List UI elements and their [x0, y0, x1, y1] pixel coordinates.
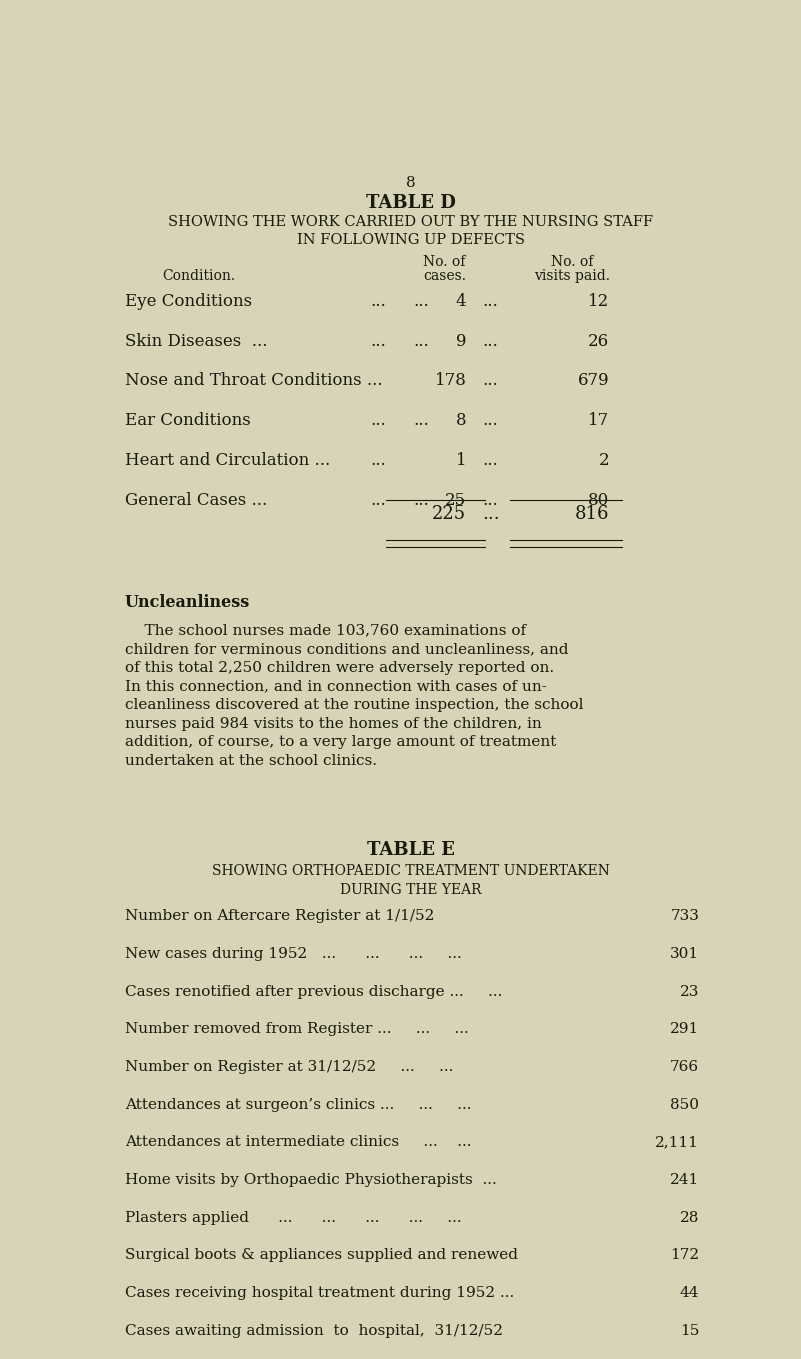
- Text: Number on Aftercare Register at 1/1/52: Number on Aftercare Register at 1/1/52: [125, 909, 434, 923]
- Text: 26: 26: [588, 333, 609, 349]
- Text: ...: ...: [370, 492, 386, 508]
- Text: DURING THE YEAR: DURING THE YEAR: [340, 883, 481, 897]
- Text: Plasters applied      ...      ...      ...      ...     ...: Plasters applied ... ... ... ... ...: [125, 1211, 461, 1224]
- Text: Cases awaiting admission  to  hospital,  31/12/52: Cases awaiting admission to hospital, 31…: [125, 1324, 503, 1337]
- Text: 733: 733: [670, 909, 699, 923]
- Text: SHOWING THE WORK CARRIED OUT BY THE NURSING STAFF: SHOWING THE WORK CARRIED OUT BY THE NURS…: [168, 215, 653, 230]
- Text: 291: 291: [670, 1022, 699, 1036]
- Text: 850: 850: [670, 1098, 699, 1112]
- Text: 25: 25: [445, 492, 466, 508]
- Text: 225: 225: [433, 506, 466, 523]
- Text: Attendances at intermediate clinics     ...    ...: Attendances at intermediate clinics ... …: [125, 1135, 472, 1150]
- Text: Condition.: Condition.: [162, 269, 235, 283]
- Text: 1: 1: [456, 453, 466, 469]
- Text: ...: ...: [370, 453, 386, 469]
- Text: Heart and Circulation ...: Heart and Circulation ...: [125, 453, 330, 469]
- Text: 241: 241: [670, 1173, 699, 1186]
- Text: 12: 12: [588, 292, 609, 310]
- Text: No. of: No. of: [551, 255, 593, 269]
- Text: 15: 15: [680, 1324, 699, 1337]
- Text: SHOWING ORTHOPAEDIC TREATMENT UNDERTAKEN: SHOWING ORTHOPAEDIC TREATMENT UNDERTAKEN: [211, 864, 610, 878]
- Text: 766: 766: [670, 1060, 699, 1074]
- Text: Cases renotified after previous discharge ...     ...: Cases renotified after previous discharg…: [125, 984, 502, 999]
- Text: ...: ...: [413, 333, 429, 349]
- Text: 178: 178: [434, 372, 466, 390]
- Text: Attendances at surgeon’s clinics ...     ...     ...: Attendances at surgeon’s clinics ... ...…: [125, 1098, 472, 1112]
- Text: ...: ...: [482, 292, 497, 310]
- Text: 23: 23: [680, 984, 699, 999]
- Text: ...: ...: [482, 492, 497, 508]
- Text: Cases receiving hospital treatment during 1952 ...: Cases receiving hospital treatment durin…: [125, 1286, 514, 1301]
- Text: TABLE E: TABLE E: [367, 841, 454, 859]
- Text: 9: 9: [456, 333, 466, 349]
- Text: 28: 28: [680, 1211, 699, 1224]
- Text: ...: ...: [482, 506, 500, 523]
- Text: 679: 679: [578, 372, 609, 390]
- Text: Surgical boots & appliances supplied and renewed: Surgical boots & appliances supplied and…: [125, 1248, 518, 1263]
- Text: No. of: No. of: [424, 255, 466, 269]
- Text: 17: 17: [588, 412, 609, 429]
- Text: ...: ...: [370, 292, 386, 310]
- Text: ...: ...: [413, 292, 429, 310]
- Text: 4: 4: [456, 292, 466, 310]
- Text: 80: 80: [588, 492, 609, 508]
- Text: ...: ...: [482, 372, 497, 390]
- Text: Number removed from Register ...     ...     ...: Number removed from Register ... ... ...: [125, 1022, 469, 1036]
- Text: 2,111: 2,111: [655, 1135, 699, 1150]
- Text: Home visits by Orthopaedic Physiotherapists  ...: Home visits by Orthopaedic Physiotherapi…: [125, 1173, 497, 1186]
- Text: ...: ...: [370, 333, 386, 349]
- Text: TABLE D: TABLE D: [365, 194, 456, 212]
- Text: New cases during 1952   ...      ...      ...     ...: New cases during 1952 ... ... ... ...: [125, 947, 461, 961]
- Text: The school nurses made 103,760 examinations of
children for verminous conditions: The school nurses made 103,760 examinati…: [125, 624, 583, 768]
- Text: cases.: cases.: [423, 269, 466, 283]
- Text: 301: 301: [670, 947, 699, 961]
- Text: 44: 44: [680, 1286, 699, 1301]
- Text: General Cases ...: General Cases ...: [125, 492, 268, 508]
- Text: ...: ...: [482, 412, 497, 429]
- Text: Skin Diseases  ...: Skin Diseases ...: [125, 333, 268, 349]
- Text: 8: 8: [405, 175, 416, 190]
- Text: 172: 172: [670, 1248, 699, 1263]
- Text: 2: 2: [598, 453, 609, 469]
- Text: 816: 816: [574, 506, 609, 523]
- Text: Eye Conditions: Eye Conditions: [125, 292, 252, 310]
- Text: ...: ...: [370, 412, 386, 429]
- Text: ...: ...: [413, 412, 429, 429]
- Text: 8: 8: [456, 412, 466, 429]
- Text: ...: ...: [413, 492, 429, 508]
- Text: IN FOLLOWING UP DEFECTS: IN FOLLOWING UP DEFECTS: [296, 234, 525, 247]
- Text: ...: ...: [482, 453, 497, 469]
- Text: ...: ...: [482, 333, 497, 349]
- Text: Nose and Throat Conditions ...: Nose and Throat Conditions ...: [125, 372, 383, 390]
- Text: Number on Register at 31/12/52     ...     ...: Number on Register at 31/12/52 ... ...: [125, 1060, 453, 1074]
- Text: visits paid.: visits paid.: [534, 269, 610, 283]
- Text: Ear Conditions: Ear Conditions: [125, 412, 251, 429]
- Text: Uncleanliness: Uncleanliness: [125, 594, 250, 612]
